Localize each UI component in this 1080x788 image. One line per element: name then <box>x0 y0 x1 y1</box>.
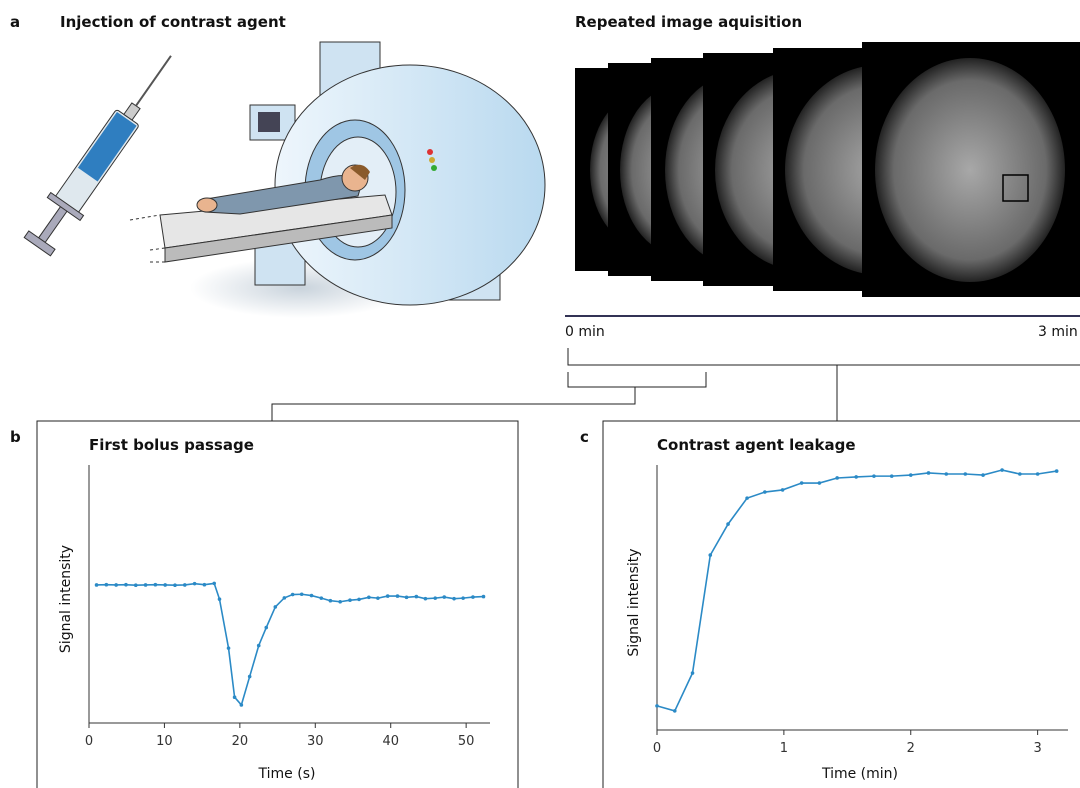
section-title: Repeated image aquisition <box>575 13 802 31</box>
data-point <box>673 709 677 713</box>
data-point <box>227 646 231 650</box>
data-point <box>909 473 913 477</box>
data-point <box>203 583 207 587</box>
data-point <box>320 596 324 600</box>
x-tick-label: 0 <box>85 734 93 749</box>
panel-title: Injection of contrast agent <box>60 13 286 31</box>
data-point <box>274 605 278 609</box>
data-line <box>657 470 1057 711</box>
data-point <box>800 481 804 485</box>
data-point <box>240 703 244 707</box>
data-point <box>944 472 948 476</box>
data-point <box>233 695 237 699</box>
data-point <box>193 582 197 586</box>
data-point <box>300 592 304 596</box>
data-point <box>367 596 371 600</box>
data-point <box>357 598 361 602</box>
data-point <box>338 600 342 604</box>
data-point <box>854 475 858 479</box>
data-point <box>471 595 475 599</box>
data-point <box>981 473 985 477</box>
data-point <box>1000 468 1004 472</box>
brackets <box>37 348 1080 788</box>
data-point <box>329 599 333 603</box>
data-point <box>433 596 437 600</box>
data-point <box>482 595 486 599</box>
data-point <box>396 594 400 598</box>
time-end: 3 min <box>1038 324 1078 340</box>
panel-label: a <box>10 13 20 31</box>
data-point <box>134 583 138 587</box>
x-tick-label: 20 <box>232 734 249 749</box>
data-point <box>708 553 712 557</box>
data-point <box>310 594 314 598</box>
data-point <box>461 596 465 600</box>
data-point <box>114 583 118 587</box>
chart-title: Contrast agent leakage <box>657 436 856 454</box>
data-point <box>1036 472 1040 476</box>
data-point <box>655 704 659 708</box>
data-point <box>927 471 931 475</box>
data-point <box>1018 472 1022 476</box>
data-point <box>424 597 428 601</box>
data-line <box>97 583 484 705</box>
data-point <box>442 595 446 599</box>
data-point <box>183 583 187 587</box>
y-axis-label: Signal intensity <box>626 548 642 656</box>
data-point <box>405 596 409 600</box>
data-point <box>376 596 380 600</box>
x-tick-label: 40 <box>382 734 399 749</box>
data-point <box>745 496 749 500</box>
data-point <box>124 583 128 587</box>
x-tick-label: 1 <box>780 741 788 756</box>
data-point <box>163 583 167 587</box>
data-point <box>726 522 730 526</box>
data-point <box>348 598 352 602</box>
data-point <box>781 488 785 492</box>
data-point <box>691 671 695 675</box>
data-point <box>1055 469 1059 473</box>
x-tick-label: 30 <box>307 734 324 749</box>
panel-label: c <box>580 428 589 446</box>
x-axis-label: Time (min) <box>821 766 898 782</box>
figure: a Injection of contrast agent Repeated i… <box>0 0 1080 788</box>
data-point <box>154 583 158 587</box>
data-point <box>415 595 419 599</box>
chart-title: First bolus passage <box>89 436 254 454</box>
data-point <box>218 597 222 601</box>
x-axis-label: Time (s) <box>258 766 316 782</box>
data-point <box>144 583 148 587</box>
data-point <box>763 490 767 494</box>
panel-label: b <box>10 428 21 446</box>
time-start: 0 min <box>565 324 605 340</box>
x-tick-label: 0 <box>653 741 661 756</box>
y-axis-label: Signal intensity <box>58 545 74 653</box>
x-tick-label: 10 <box>156 734 173 749</box>
x-tick-label: 2 <box>907 741 915 756</box>
data-point <box>818 481 822 485</box>
mri-scanner <box>130 42 545 318</box>
data-point <box>248 675 252 679</box>
data-point <box>212 582 216 586</box>
data-point <box>835 476 839 480</box>
x-tick-label: 3 <box>1033 741 1041 756</box>
data-point <box>291 593 295 597</box>
data-point <box>872 474 876 478</box>
data-point <box>452 597 456 601</box>
x-tick-label: 50 <box>458 734 475 749</box>
data-point <box>173 583 177 587</box>
data-point <box>264 626 268 630</box>
data-point <box>283 596 287 600</box>
data-point <box>95 583 99 587</box>
data-point <box>964 472 968 476</box>
data-point <box>386 594 390 598</box>
data-point <box>105 583 109 587</box>
data-point <box>257 644 261 648</box>
mri-slices <box>575 42 1080 297</box>
data-point <box>890 474 894 478</box>
